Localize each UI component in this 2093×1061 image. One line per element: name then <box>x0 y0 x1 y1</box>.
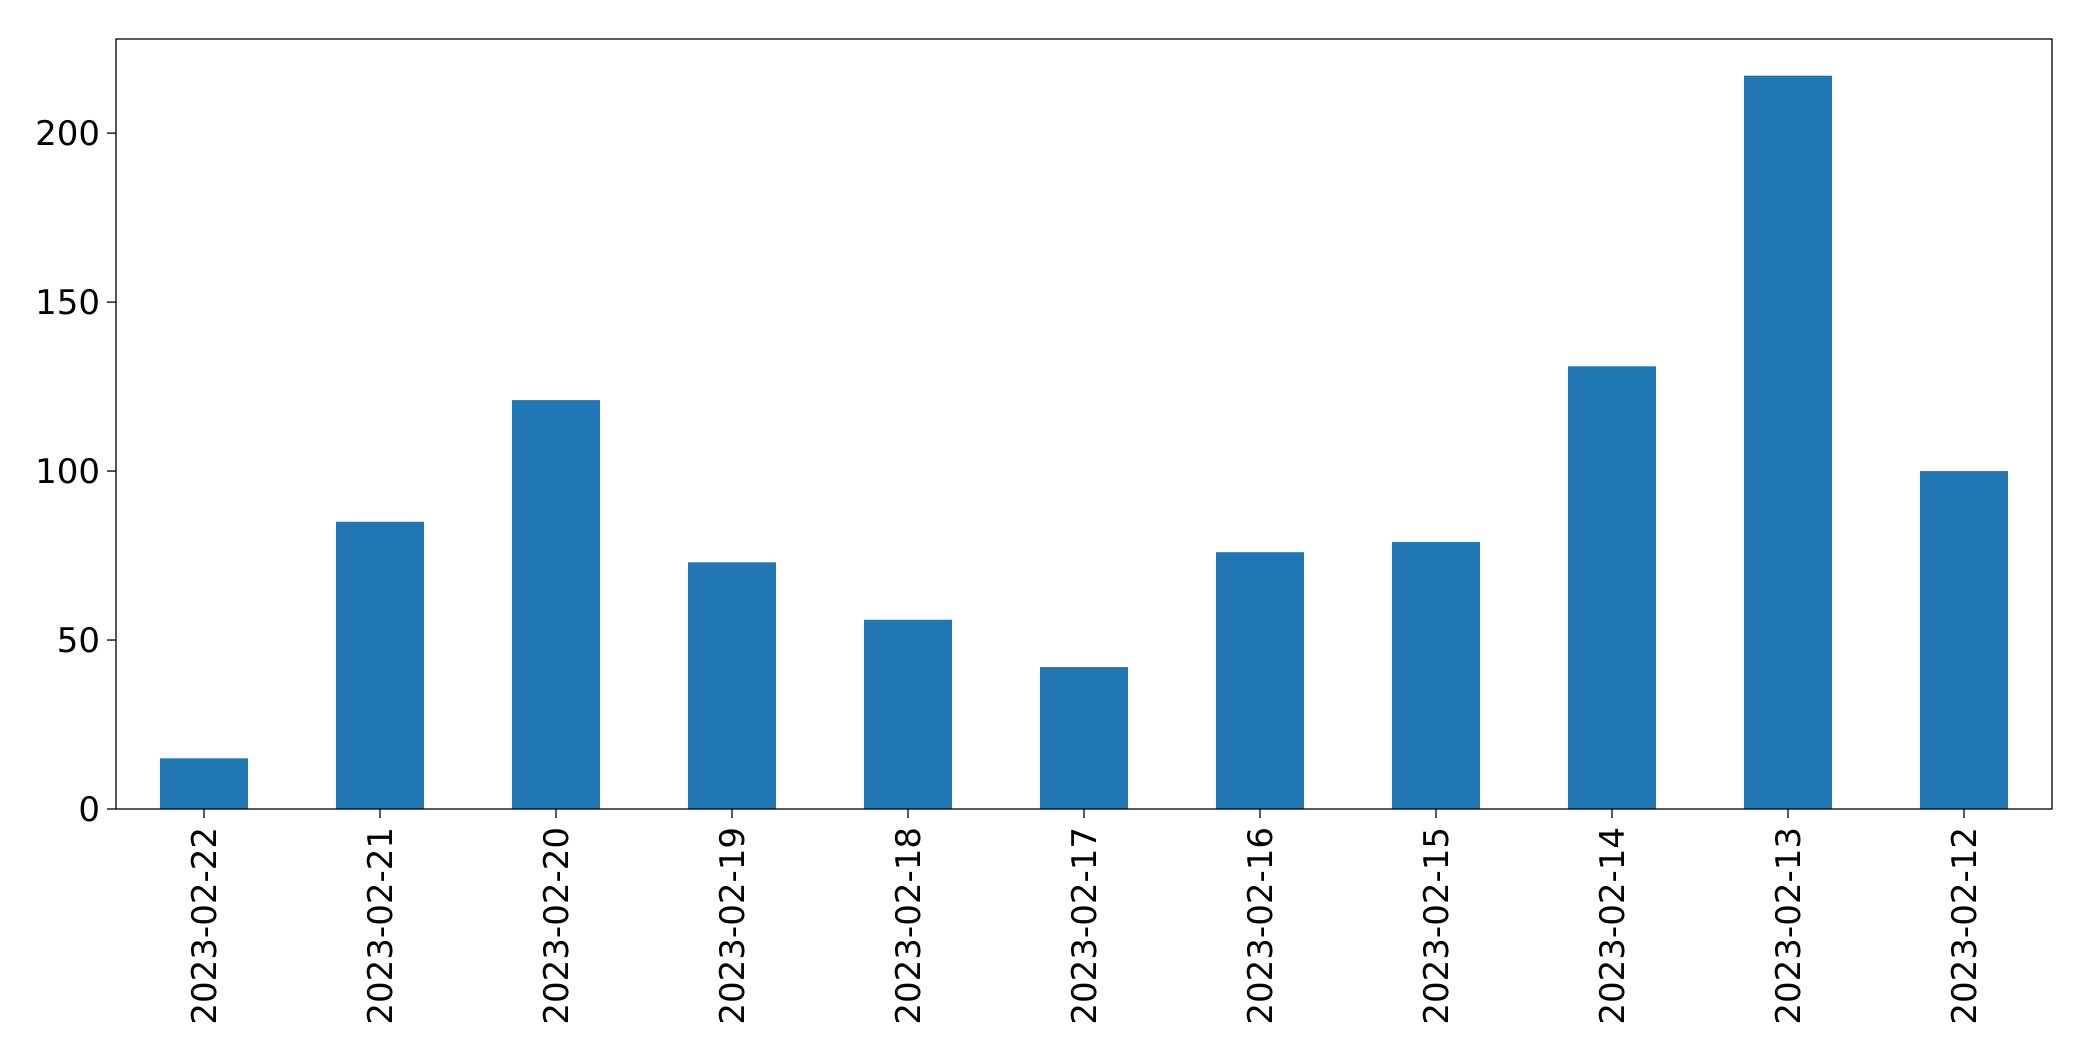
y-tick-label: 150 <box>35 283 100 323</box>
y-tick-label: 200 <box>35 114 100 154</box>
y-tick-label: 100 <box>35 452 100 492</box>
bar <box>864 619 952 809</box>
bar <box>1920 471 2008 809</box>
x-tick-label: 2023-02-18 <box>889 827 929 1025</box>
x-tick-label: 2023-02-14 <box>1593 827 1633 1025</box>
bar <box>160 758 248 809</box>
y-tick-label: 50 <box>57 621 100 661</box>
x-tick-label: 2023-02-16 <box>1241 827 1281 1025</box>
bar <box>512 400 600 809</box>
bar <box>688 562 776 809</box>
bar <box>1392 542 1480 809</box>
bar <box>1744 75 1832 809</box>
x-tick-label: 2023-02-13 <box>1769 827 1809 1025</box>
bar <box>1040 667 1128 809</box>
x-tick-label: 2023-02-22 <box>185 827 225 1025</box>
x-tick-label: 2023-02-15 <box>1417 827 1457 1025</box>
y-tick-label: 0 <box>78 790 100 830</box>
x-tick-label: 2023-02-19 <box>713 827 753 1025</box>
x-tick-label: 2023-02-17 <box>1065 827 1105 1025</box>
x-tick-label: 2023-02-21 <box>361 827 401 1025</box>
x-tick-label: 2023-02-12 <box>1945 827 1985 1025</box>
plot-frame <box>115 38 2053 810</box>
bar <box>336 521 424 809</box>
x-tick-label: 2023-02-20 <box>537 827 577 1025</box>
bar <box>1216 552 1304 809</box>
bar <box>1568 366 1656 809</box>
